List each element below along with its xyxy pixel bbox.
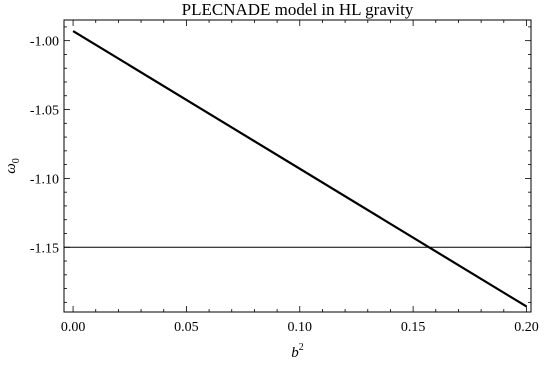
y-axis-ticks: -1.00 -1.05 -1.10 -1.15 [30,26,531,303]
plot-frame [63,19,532,313]
x-axis-label: b2 [291,342,304,361]
y-tick-label: -1.05 [30,104,59,119]
x-axis-label-superscript: 2 [299,342,304,353]
y-tick-label: -1.15 [30,241,59,256]
x-tick-label: 0.05 [174,320,199,335]
x-axis-label-base: b [291,345,299,361]
x-tick-label: 0.00 [61,320,86,335]
chart-title: PLECNADE model in HL gravity [182,0,414,19]
x-tick-label: 0.15 [401,320,426,335]
x-tick-label: 0.10 [288,320,313,335]
y-tick-label: -1.10 [30,172,59,187]
y-axis-label-base: ω [3,163,19,174]
y-tick-label: -1.00 [30,35,59,50]
x-tick-label: 0.20 [514,320,539,335]
series-layer [72,30,528,308]
y-axis-label-subscript: 0 [11,158,22,163]
x-axis-ticks: 0.00 0.05 0.10 0.15 0.20 [61,20,539,335]
y-axis-label: ω0 [3,158,22,174]
series-line-0 [72,30,528,308]
